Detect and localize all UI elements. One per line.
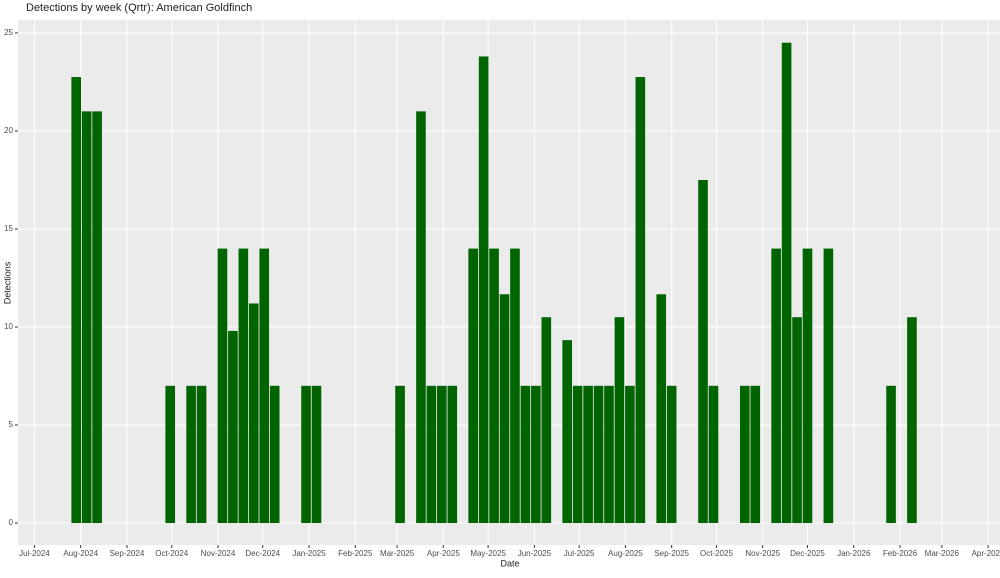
bar (593, 385, 604, 524)
bar (426, 385, 437, 524)
y-tick-label: 20 (4, 126, 13, 135)
x-tick-label: Mar-2026 (925, 549, 960, 558)
y-tick-label: 10 (4, 322, 13, 331)
bar (739, 385, 750, 524)
bar (781, 42, 792, 524)
chart-title: Detections by week (Qrtr): American Gold… (26, 2, 252, 14)
bar (217, 248, 228, 524)
x-tick-label: Jan-2026 (837, 549, 871, 558)
bar (301, 385, 311, 524)
bar (395, 385, 405, 524)
x-tick-label: Oct-2024 (155, 549, 188, 558)
bar (437, 385, 447, 524)
x-axis-label: Date (500, 558, 519, 568)
bar (165, 385, 176, 524)
bar (248, 303, 259, 524)
bar (823, 248, 834, 524)
x-tick-label: Mar-2025 (380, 549, 415, 558)
bar (792, 317, 802, 524)
x-tick-label: Oct-2025 (700, 549, 733, 558)
bar (520, 385, 531, 524)
x-tick-label: May-2025 (470, 549, 506, 558)
x-tick-label: Nov-2025 (745, 549, 780, 558)
bar (562, 340, 573, 524)
bar (489, 248, 499, 524)
bar (708, 385, 719, 524)
x-tick-label: Aug-2025 (608, 549, 643, 558)
bar (92, 111, 102, 524)
bar (186, 385, 196, 524)
x-tick-label: Feb-2025 (338, 549, 373, 558)
x-tick-label: Sep-2024 (110, 549, 145, 558)
bar (196, 385, 207, 524)
bar (510, 248, 520, 524)
x-tick-label: Aug-2024 (63, 549, 98, 558)
y-tick-label: 0 (9, 518, 14, 527)
bar (541, 317, 552, 524)
bar (238, 248, 249, 524)
bar (572, 385, 583, 524)
x-tick-label: Dec-2025 (790, 549, 825, 558)
bar (228, 330, 238, 524)
bar (311, 385, 322, 524)
x-tick-label: Jul-2025 (564, 549, 595, 558)
y-tick-label: 25 (4, 28, 13, 37)
x-tick-label: Jun-2025 (518, 549, 552, 558)
bar (468, 248, 478, 524)
x-tick-label: Apr-2025 (427, 549, 460, 558)
x-tick-label: Nov-2024 (201, 549, 236, 558)
bar (416, 111, 426, 524)
bar (604, 385, 614, 524)
bar (447, 385, 458, 524)
bar (499, 294, 510, 524)
y-axis-label: Detections (2, 261, 12, 304)
bar (269, 385, 280, 524)
bar (71, 77, 82, 524)
y-tick-label: 15 (4, 224, 13, 233)
bar (886, 385, 896, 524)
bar (771, 248, 781, 524)
x-tick-label: Jul-2024 (19, 549, 50, 558)
bar (625, 385, 635, 524)
x-tick-label: Sep-2025 (654, 549, 689, 558)
bar (259, 248, 270, 524)
bar (656, 294, 667, 524)
x-tick-label: Feb-2026 (883, 549, 918, 558)
y-tick-label: 5 (9, 420, 14, 429)
bar (635, 77, 646, 524)
bar (666, 385, 677, 524)
x-tick-label: Apr-2026 (972, 549, 1000, 558)
bar (81, 111, 92, 524)
bar (750, 385, 761, 524)
bar (531, 385, 541, 524)
bar (478, 56, 489, 524)
bar (907, 317, 917, 524)
bar (583, 385, 593, 524)
bar (614, 317, 625, 524)
x-tick-label: Dec-2024 (245, 549, 280, 558)
bar (802, 248, 813, 524)
bar (698, 179, 708, 524)
x-tick-label: Jan-2025 (292, 549, 326, 558)
